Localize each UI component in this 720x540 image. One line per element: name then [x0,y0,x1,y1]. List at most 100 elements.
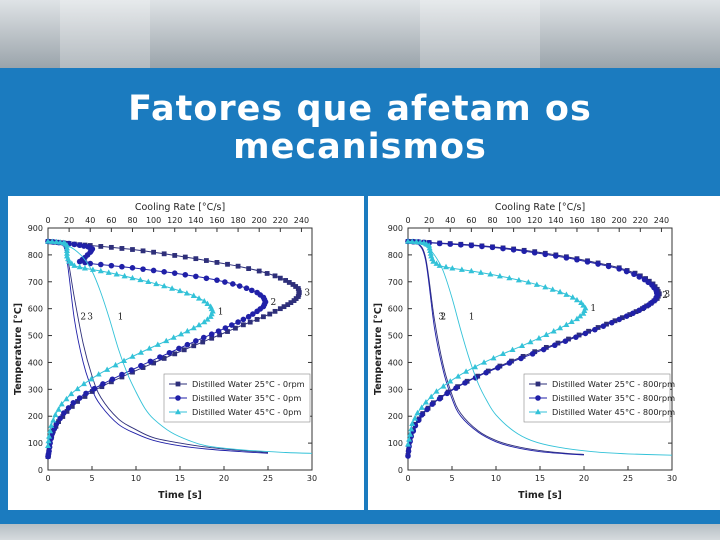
data-point [424,406,430,413]
data-point [214,277,220,283]
data-point [200,339,206,345]
data-point [99,384,105,390]
x2-tick-label: 140 [188,216,203,225]
data-point [409,238,416,244]
data-point [249,287,255,294]
data-point [477,269,484,275]
data-point [113,271,120,277]
data-point [285,302,291,308]
x2-tick-label: 40 [85,216,95,225]
data-point [184,327,191,334]
x2-tick-label: 100 [506,216,521,225]
data-point [83,390,89,397]
data-point [66,258,73,264]
x2-tick-label: 120 [167,216,182,225]
cooling-curve-2 [47,240,313,454]
y-tick-label: 600 [388,305,403,314]
y-tick-label: 500 [28,332,43,341]
data-point [170,334,177,340]
x-axis-label: Time [s] [158,490,202,501]
data-point [272,308,278,314]
data-point [56,419,61,424]
data-point [196,295,203,301]
data-point [204,316,211,322]
data-point [203,275,210,282]
data-point [540,346,547,353]
data-point [204,258,209,263]
data-point [427,250,434,256]
chart-svg-1: 0 5 10 15 20 25 300 20 40 60 80 100 120 140 160 180 200 2… [373,202,677,501]
data-point [542,251,549,258]
data-point [447,241,454,247]
data-point [417,239,424,245]
data-point [533,281,540,287]
data-point [68,260,75,266]
data-point [146,345,153,351]
data-point [130,247,135,252]
data-point [288,300,294,306]
x2-tick-label: 100 [146,216,161,225]
x2-tick-label: 60 [466,216,476,225]
data-point [109,376,116,383]
data-point [443,263,450,270]
data-point [153,280,160,287]
data-point [586,328,591,334]
x2-axis-label: Cooling Rate [°C/s] [135,202,225,213]
background-photo-highlight [60,0,150,68]
data-point [82,394,88,399]
rate-curve-label-2: 1 [218,307,224,317]
data-point [240,322,246,328]
data-point [496,272,503,279]
data-point [426,244,433,251]
data-point [277,275,283,281]
x2-tick-label: 20 [64,216,74,225]
data-point [97,267,104,274]
data-point [577,312,584,319]
data-point [50,417,57,423]
data-point [641,304,647,311]
data-point [582,330,589,337]
data-point [407,431,414,437]
x2-tick-label: 200 [252,216,267,225]
data-point [163,337,170,344]
data-point [140,266,146,272]
legend-box [163,373,311,423]
x-tick-label: 25 [623,474,633,483]
y-tick-label: 400 [388,358,403,367]
data-point [515,276,522,283]
data-point [458,266,465,272]
data-point [138,362,144,369]
data-point [76,242,83,249]
data-point [487,271,494,277]
data-point [75,399,80,404]
data-point [506,274,513,281]
x2-tick-label: 160 [209,216,224,225]
y-tick-label: 900 [388,224,403,233]
data-point [592,326,598,333]
data-point [535,335,542,341]
data-point [246,266,252,272]
data-point [225,329,230,334]
data-point [636,274,643,280]
background-photo-highlight [420,0,540,68]
data-point [196,321,203,328]
data-point [161,269,167,275]
y-tick-label: 500 [388,332,403,341]
data-point [422,399,429,405]
legend-entry-1: Distilled Water 35°C - 0pm [192,393,301,403]
data-point [240,316,247,323]
data-point [151,249,156,255]
data-point [600,323,607,329]
data-point [236,283,243,289]
legend-marker [175,381,181,387]
data-point [169,285,176,291]
data-point [200,334,207,341]
data-point [154,341,161,347]
time-curve-label-1: 2 [80,312,86,322]
data-point [580,310,587,316]
data-point [89,389,95,394]
data-point [405,453,411,459]
y-tick-label: 200 [388,412,403,421]
data-point [129,353,136,359]
data-point [81,243,87,249]
